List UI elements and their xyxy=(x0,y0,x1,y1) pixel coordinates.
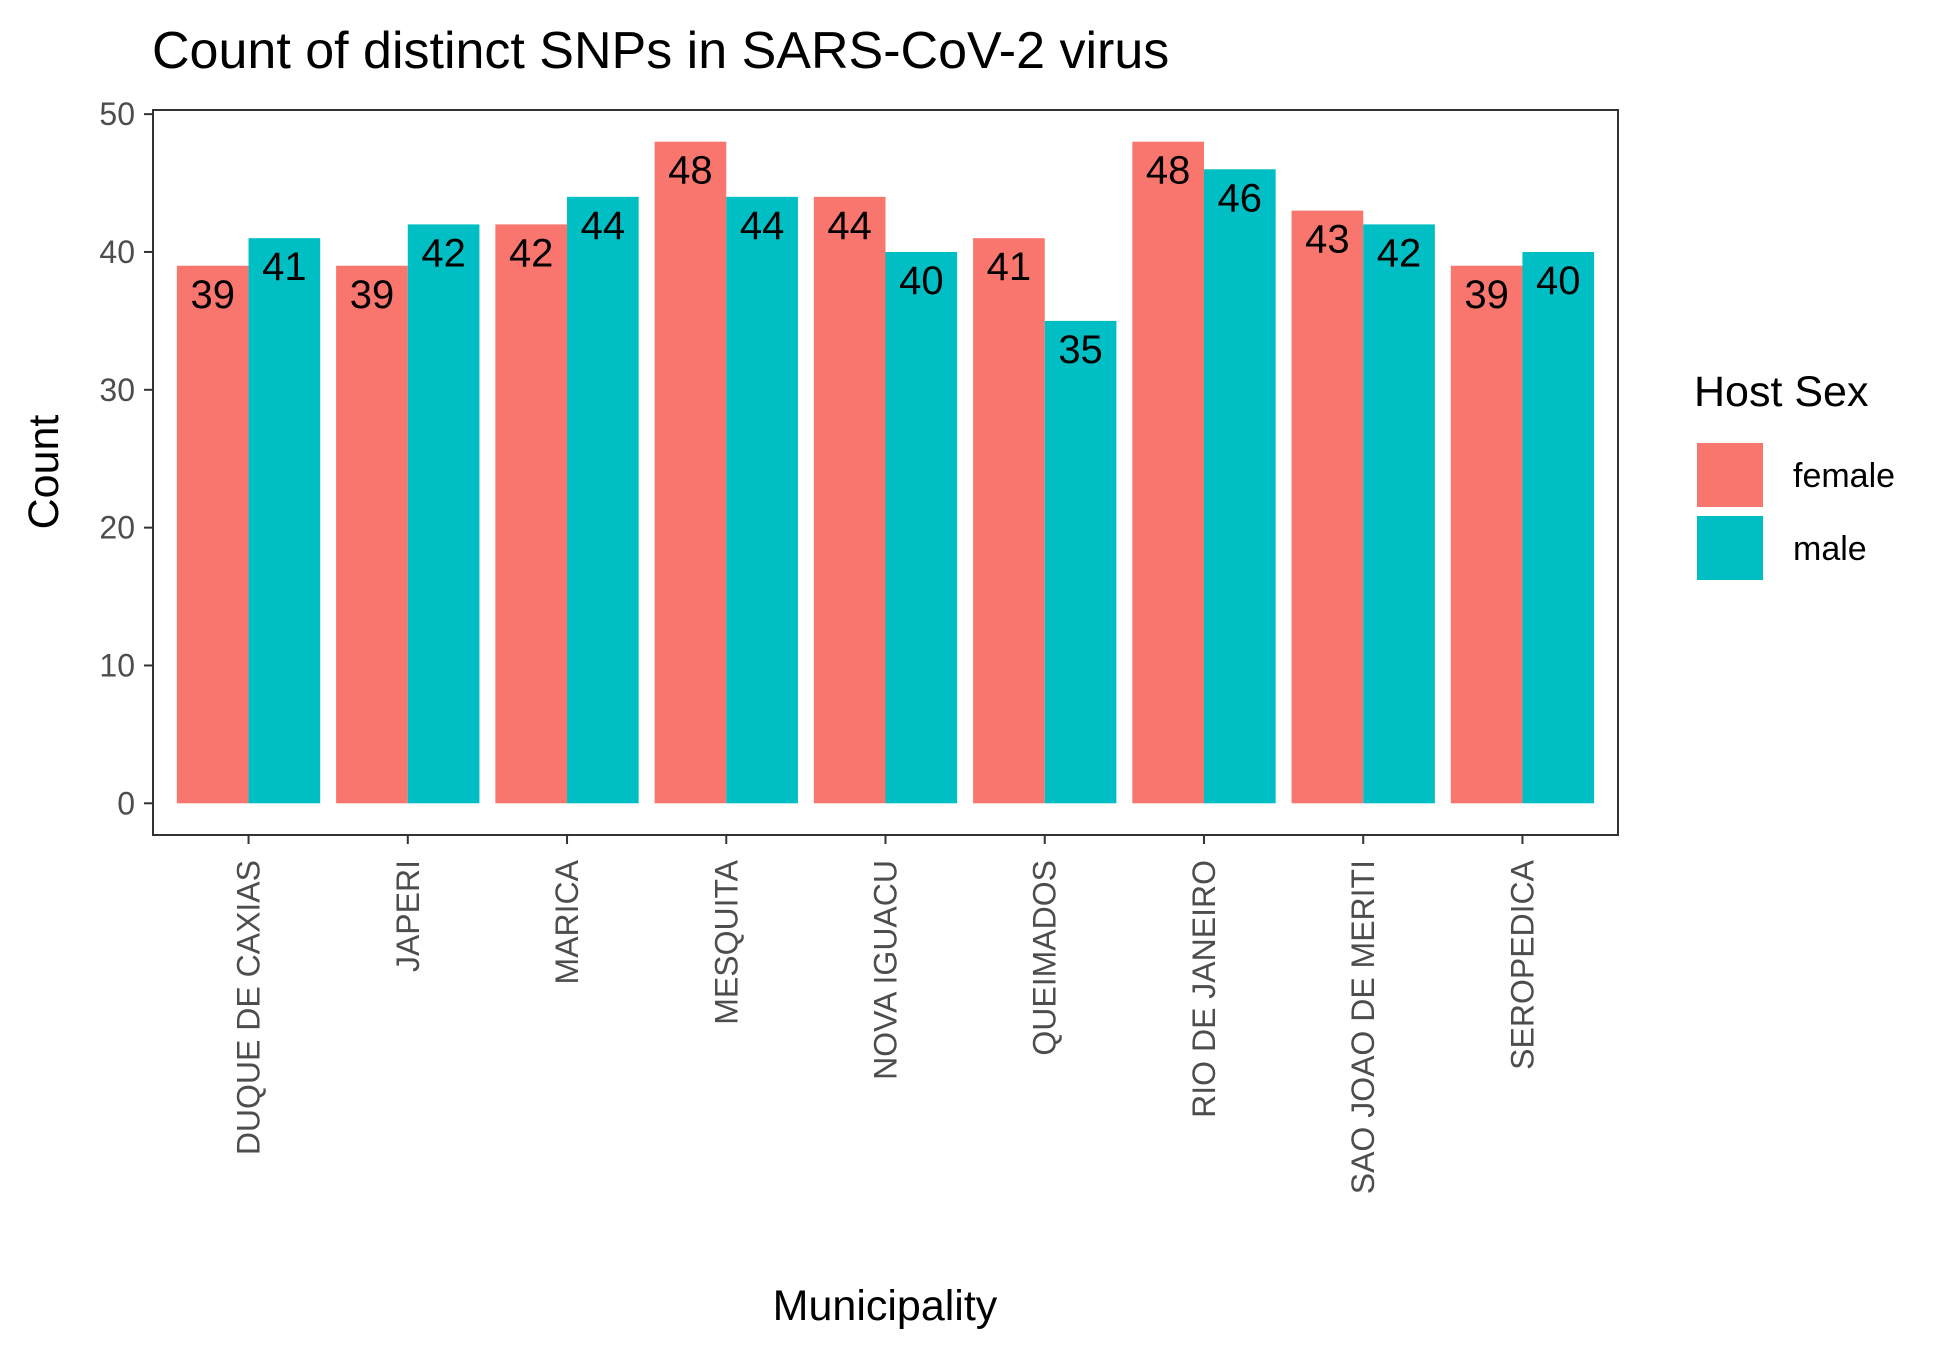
bar-value-label: 40 xyxy=(899,259,944,303)
legend-label-female: female xyxy=(1793,457,1895,495)
bar-female xyxy=(1450,265,1523,804)
y-tick-label: 50 xyxy=(99,96,135,132)
bar-male xyxy=(567,196,639,804)
x-tick-label: SAO JOAO DE MERITI xyxy=(1345,860,1381,1194)
y-tick-label: 40 xyxy=(99,234,135,270)
bar-female xyxy=(813,196,886,804)
bar-male xyxy=(248,238,321,804)
x-tick-label: NOVA IGUACU xyxy=(868,860,904,1080)
bar-male xyxy=(407,224,480,804)
bar-value-label: 39 xyxy=(190,273,235,317)
bar-male xyxy=(726,196,798,804)
bar-value-label: 42 xyxy=(509,231,554,275)
chart-title: Count of distinct SNPs in SARS-CoV-2 vir… xyxy=(152,22,1169,80)
bar-value-label: 46 xyxy=(1218,176,1263,220)
bar-female xyxy=(495,224,568,804)
bar-value-label: 40 xyxy=(1536,259,1581,303)
y-tick-label: 20 xyxy=(99,510,135,546)
x-tick-label: DUQUE DE CAXIAS xyxy=(231,860,267,1155)
bar-value-label: 48 xyxy=(1146,149,1191,193)
bar-value-label: 42 xyxy=(421,231,466,275)
bar-male xyxy=(1203,169,1276,804)
x-tick-label: SEROPEDICA xyxy=(1504,859,1540,1069)
legend-swatch-male xyxy=(1697,516,1763,580)
bar-value-label: 39 xyxy=(1464,273,1509,317)
bar-labels-group: 39 41 39 42 42 44 48 44 44 40 41 35 48 46 43 42 39 40 xyxy=(190,149,1580,372)
bar-value-label: 41 xyxy=(262,245,307,289)
bar-value-label: 43 xyxy=(1305,218,1350,262)
bar-value-label: 35 xyxy=(1058,328,1103,372)
bar-female xyxy=(176,265,249,804)
bar-value-label: 39 xyxy=(350,273,395,317)
x-tick-label: RIO DE JANEIRO xyxy=(1186,860,1222,1118)
bar-value-label: 44 xyxy=(827,204,872,248)
bar-female xyxy=(336,265,408,804)
y-tick-label: 0 xyxy=(117,785,135,821)
legend-title: Host Sex xyxy=(1694,368,1869,416)
bar-value-label: 41 xyxy=(987,245,1032,289)
bar-female xyxy=(1132,141,1204,804)
bar-value-label: 48 xyxy=(668,149,713,193)
legend-swatch-female xyxy=(1697,443,1763,507)
bar-female xyxy=(973,238,1045,804)
bar-male xyxy=(1044,320,1117,804)
bars-group xyxy=(176,141,1595,804)
y-axis-title: Count xyxy=(20,415,68,530)
bar-value-label: 44 xyxy=(581,204,626,248)
bar-value-label: 44 xyxy=(740,204,785,248)
bar-male xyxy=(1522,251,1595,804)
x-tick-label: QUEIMADOS xyxy=(1027,860,1063,1056)
x-axis: DUQUE DE CAXIAS JAPERI MARICA MESQUITA NOVA … xyxy=(231,835,1540,1194)
x-tick-label: JAPERI xyxy=(390,860,426,972)
bar-female xyxy=(654,141,727,804)
bar-female xyxy=(1291,210,1364,804)
bar-male xyxy=(1363,224,1435,804)
x-axis-title: Municipality xyxy=(773,1282,998,1330)
bar-value-label: 42 xyxy=(1377,231,1422,275)
y-tick-label: 30 xyxy=(99,372,135,408)
y-tick-label: 10 xyxy=(99,647,135,683)
bar-male xyxy=(885,251,958,804)
x-tick-label: MARICA xyxy=(549,859,585,984)
y-axis: 0 10 20 30 40 50 xyxy=(99,96,153,821)
legend: Host Sex female male xyxy=(1694,368,1895,582)
x-tick-label: MESQUITA xyxy=(708,859,744,1024)
legend-label-male: male xyxy=(1793,530,1867,568)
